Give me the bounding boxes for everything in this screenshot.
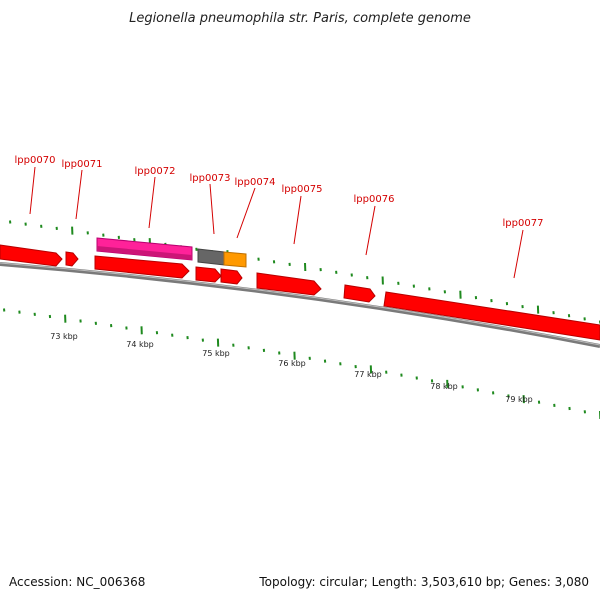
gene-arrow-lpp0072[interactable] [94,255,190,279]
genome-summary-text: Topology: circular; Length: 3,503,610 bp… [259,575,589,589]
lower-tick-track [3,308,600,420]
gene-label-lpp0077[interactable]: lpp0077 [503,218,544,229]
gene-arrow-lpp0073[interactable] [195,266,222,283]
tick-label-73kbp: 73 kbp [50,332,78,341]
tick-label-74kbp: 74 kbp [126,340,154,349]
tick-label-77kbp: 77 kbp [354,370,382,379]
gene-label-lpp0073[interactable]: lpp0073 [190,173,231,184]
pink-feature-shade [97,246,192,260]
gene-arrow-lpp0074[interactable] [220,268,243,285]
gene-label-lpp0072[interactable]: lpp0072 [135,166,176,177]
map-title: Legionella pneumophila str. Paris, compl… [129,11,471,26]
gene-label-lpp0071[interactable]: lpp0071 [62,159,103,170]
tick-label-79kbp: 79 kbp [505,395,533,404]
gene-label-lpp0070[interactable]: lpp0070 [15,155,56,166]
gene-arrow-lpp0070[interactable] [0,244,63,267]
kbp-tick-labels: 73 kbp 74 kbp 75 kbp 76 kbp 77 kbp 78 kb… [50,332,533,404]
gene-label-lpp0075[interactable]: lpp0075 [282,184,323,195]
orange-feature-lpp0074[interactable] [223,251,247,268]
genome-backbone-highlight [0,262,600,346]
gray-feature-lpp0073[interactable] [197,248,225,266]
upper-feature-row [0,237,247,268]
gene-arrow-lpp0071[interactable] [65,251,79,267]
gene-arrow-lpp0075[interactable] [256,272,322,296]
tick-label-76kbp: 76 kbp [278,359,306,368]
tick-label-78kbp: 78 kbp [430,382,458,391]
accession-text: Accession: NC_006368 [9,575,146,589]
gene-label-lpp0076[interactable]: lpp0076 [354,194,395,205]
lower-feature-row [94,255,600,341]
gene-arrow-lpp0077[interactable] [383,291,600,341]
genome-backbone [0,262,600,348]
tick-label-75kbp: 75 kbp [202,349,230,358]
gene-labels: lpp0070 lpp0071 lpp0072 lpp0073 lpp0074 … [15,155,544,279]
gene-label-lpp0074[interactable]: lpp0074 [235,177,276,188]
gene-arrow-lpp0076[interactable] [343,284,376,303]
